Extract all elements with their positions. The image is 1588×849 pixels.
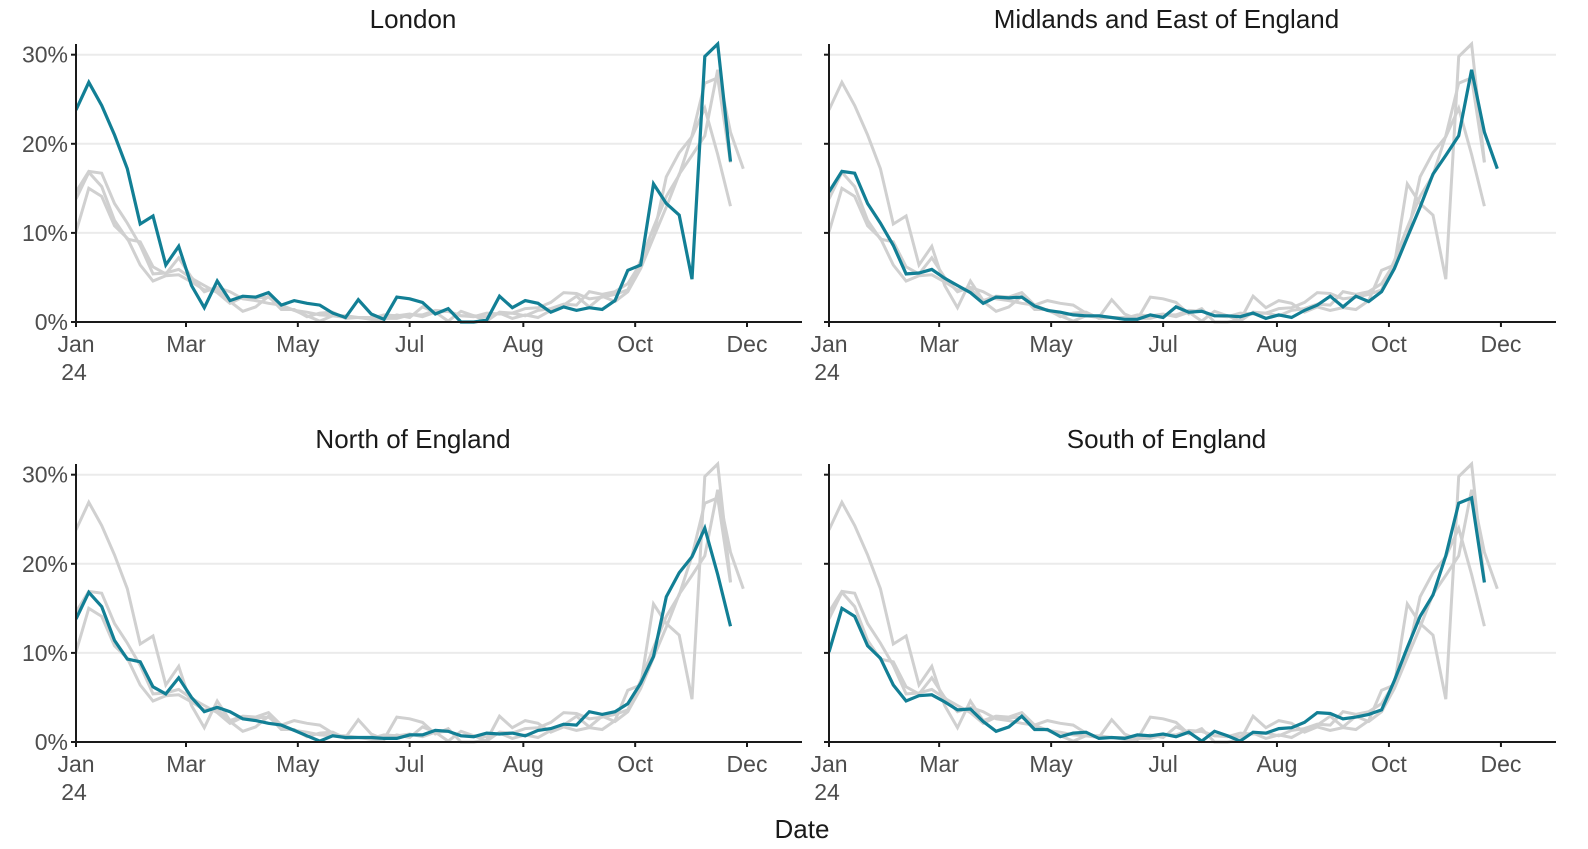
x-tick-label: Oct — [1371, 331, 1407, 357]
x-tick-label: Jan — [57, 751, 94, 777]
x-tick-label: Aug — [503, 751, 544, 777]
x-tick-label: Aug — [1256, 751, 1297, 777]
x-tick-label: Mar — [166, 331, 206, 357]
x-tick-label: May — [1029, 331, 1073, 357]
x-tick-label: Mar — [919, 751, 959, 777]
y-tick-label: 10% — [22, 220, 68, 246]
y-tick-label: 10% — [22, 640, 68, 666]
panel-title: South of England — [1067, 424, 1267, 454]
x-tick-label: Aug — [1256, 331, 1297, 357]
x-tick-label: Aug — [503, 331, 544, 357]
y-tick-label: 30% — [22, 42, 68, 68]
highlight-series-line — [76, 40, 733, 324]
x-axis-title: Date — [775, 814, 830, 844]
x-tick-label: Dec — [727, 331, 768, 357]
y-tick-label: 20% — [22, 131, 68, 157]
panel-title: London — [370, 4, 457, 34]
x-tick-label: Mar — [166, 751, 206, 777]
background-series-line — [76, 495, 732, 743]
background-series-line — [76, 75, 732, 323]
x-tick-label: May — [276, 751, 320, 777]
x-tick-label: Jul — [395, 331, 424, 357]
x-tick-label: Oct — [617, 751, 653, 777]
x-tick-sublabel: 24 — [61, 359, 87, 385]
background-series-line — [76, 103, 732, 323]
x-tick-label: Oct — [1371, 751, 1407, 777]
x-tick-label: Jul — [395, 751, 424, 777]
x-tick-label: Mar — [919, 331, 959, 357]
x-tick-label: Dec — [1480, 331, 1521, 357]
background-series-line — [829, 523, 1486, 743]
background-series-line — [76, 489, 745, 741]
y-tick-label: 0% — [35, 729, 68, 755]
x-tick-sublabel: 24 — [814, 779, 840, 805]
background-series-line — [829, 103, 1486, 323]
x-tick-sublabel: 24 — [61, 779, 87, 805]
x-tick-label: May — [276, 331, 320, 357]
x-tick-label: Jul — [1148, 751, 1177, 777]
x-tick-label: Jul — [1148, 331, 1177, 357]
y-tick-label: 20% — [22, 551, 68, 577]
x-tick-label: Jan — [57, 331, 94, 357]
panel-title: Midlands and East of England — [994, 4, 1339, 34]
x-tick-label: Oct — [617, 331, 653, 357]
highlight-series-line — [829, 69, 1499, 321]
x-tick-label: Dec — [1480, 751, 1521, 777]
y-tick-label: 0% — [35, 309, 68, 335]
background-series-line — [829, 489, 1499, 741]
background-series-line — [76, 69, 745, 321]
y-tick-label: 30% — [22, 462, 68, 488]
highlight-series-line — [76, 523, 733, 743]
x-tick-label: Dec — [727, 751, 768, 777]
highlight-series-line — [829, 495, 1486, 744]
x-tick-sublabel: 24 — [814, 359, 840, 385]
x-tick-label: Jan — [810, 331, 847, 357]
panel-title: North of England — [315, 424, 510, 454]
x-tick-label: May — [1029, 751, 1073, 777]
x-tick-label: Jan — [810, 751, 847, 777]
